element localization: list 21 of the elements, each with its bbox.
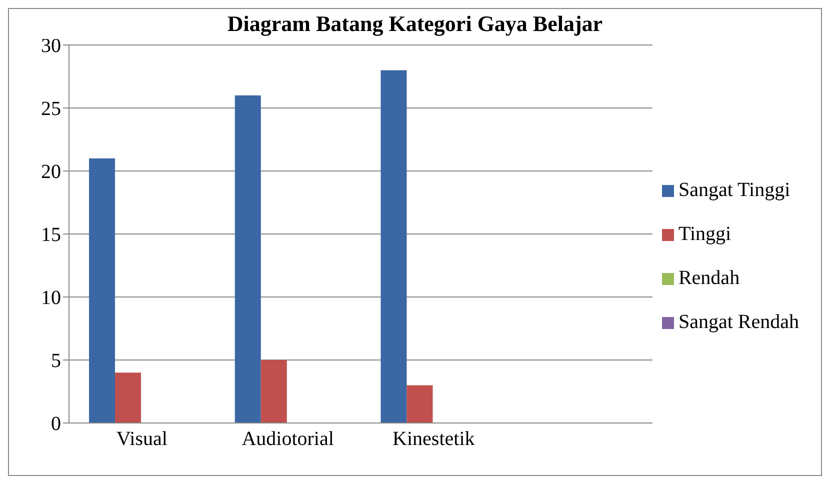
y-tick-label: 10 bbox=[41, 287, 61, 310]
legend-label: Sangat Tinggi bbox=[678, 179, 790, 201]
chart-title: Diagram Batang Kategori Gaya Belajar bbox=[227, 11, 603, 36]
y-tick-label: 5 bbox=[51, 350, 61, 372]
y-tick-label: 30 bbox=[41, 35, 61, 58]
legend-label: Rendah bbox=[678, 267, 740, 289]
bar bbox=[380, 70, 407, 423]
legend-label: Sangat Rendah bbox=[678, 311, 799, 333]
y-tick-label: 0 bbox=[51, 413, 61, 436]
x-tick-label: Audiotorial bbox=[242, 428, 334, 450]
bar bbox=[260, 360, 287, 423]
x-tick-label: Visual bbox=[116, 428, 168, 450]
bar bbox=[406, 385, 433, 423]
bar bbox=[115, 372, 141, 423]
bar bbox=[234, 95, 261, 423]
legend-label: Tinggi bbox=[678, 223, 732, 245]
y-tick-label: 20 bbox=[41, 161, 61, 184]
y-tick-label: 15 bbox=[41, 224, 61, 246]
y-tick-label: 25 bbox=[41, 98, 61, 120]
x-tick-label: Kinestetik bbox=[392, 428, 475, 450]
bar bbox=[89, 158, 115, 423]
